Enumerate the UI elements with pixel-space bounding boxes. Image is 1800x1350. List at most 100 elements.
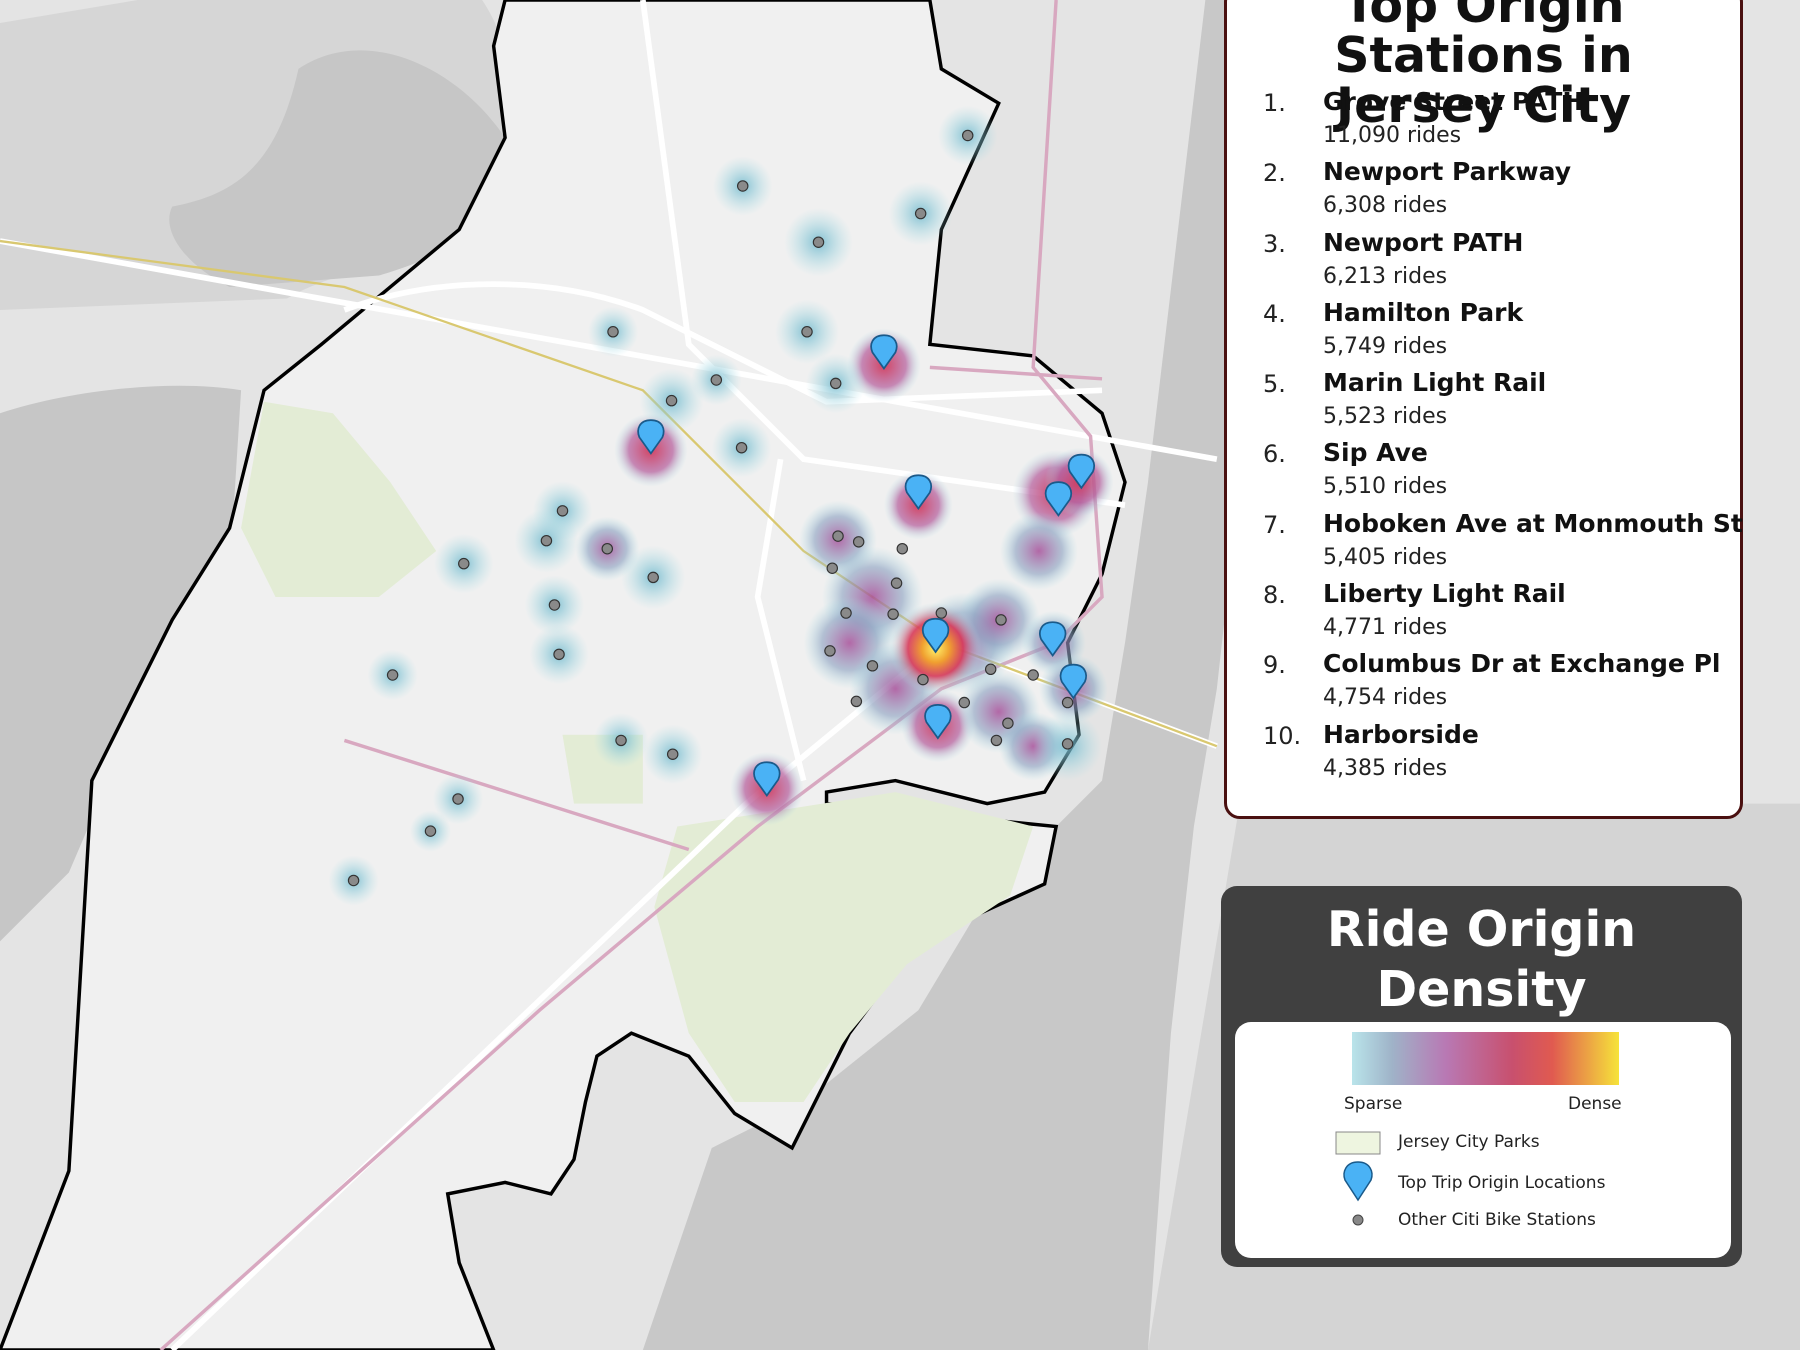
station-dot: [452, 793, 464, 805]
station-dot: [984, 663, 997, 676]
station-rank: 5.: [1263, 370, 1286, 399]
station-dot: [852, 536, 865, 548]
station-dot: [824, 645, 836, 657]
station-rank: 2.: [1263, 159, 1286, 188]
station-rides: 5,405 rides: [1323, 544, 1448, 570]
station-dot: [812, 236, 825, 248]
station-dot: [887, 608, 899, 620]
station-dot: [607, 326, 619, 338]
pin-swatch: [1343, 1161, 1373, 1202]
station-rank: 6.: [1263, 440, 1286, 469]
station-dot: [548, 599, 561, 611]
legend-item: Top Trip Origin Locations: [1398, 1173, 1606, 1193]
station-dot: [890, 577, 903, 589]
dot-swatch: [1352, 1214, 1364, 1226]
station-pin: [753, 761, 781, 798]
station-list: 1. Grove Street PATH 11,090 rides 2. Newport…: [1263, 87, 1743, 792]
station-rides: 6,213 rides: [1323, 263, 1448, 289]
station-dot: [896, 542, 909, 555]
station-rank: 1.: [1263, 89, 1286, 117]
stations: [347, 129, 1074, 887]
station-rank: 10.: [1263, 721, 1302, 750]
station-row: 2. Newport Parkway 6,308 rides: [1263, 157, 1730, 229]
station-dot: [917, 673, 929, 686]
station-dot: [601, 542, 614, 555]
station-rides: 4,754 rides: [1323, 685, 1448, 711]
station-dot: [935, 607, 948, 619]
legend-panel: Ride Origin Density Sparse Dense Jersey …: [1221, 886, 1742, 1267]
station-pin: [1059, 663, 1087, 700]
station-dot: [647, 571, 659, 584]
station-rank: 8.: [1263, 581, 1286, 610]
station-rank: 9.: [1263, 651, 1286, 680]
station-name: Sip Ave: [1323, 438, 1428, 468]
station-row: 4. Hamilton Park 5,749 rides: [1263, 297, 1730, 370]
hudson-river: [642, 0, 1275, 1350]
station-name: Grove Street PATH: [1323, 87, 1584, 116]
station-pin: [904, 474, 932, 511]
station-dot: [665, 394, 678, 407]
legend-item: Jersey City Parks: [1398, 1132, 1540, 1152]
station-dot: [990, 734, 1003, 747]
station-rides: 5,510 rides: [1323, 474, 1448, 500]
park: [654, 792, 1034, 1103]
station-row: 3. Newport PATH 6,213 rides: [1263, 227, 1730, 300]
station-dot: [666, 748, 679, 760]
park-swatch: [1335, 1131, 1381, 1155]
station-pin: [921, 617, 950, 654]
gradient-high-label: Dense: [1568, 1094, 1622, 1114]
station-name: Columbus Dr at Exchange Pl: [1323, 649, 1721, 679]
station-rides: 6,308 rides: [1323, 193, 1448, 219]
river: [169, 50, 510, 287]
station-dot: [1061, 738, 1074, 750]
station-name: Newport Parkway: [1323, 157, 1571, 187]
station-pin: [1067, 453, 1095, 490]
station-pin: [924, 703, 952, 740]
station-dot: [458, 557, 470, 570]
density-blob: [999, 511, 1078, 591]
legend-body: Sparse Dense Jersey City Parks Top Trip …: [1235, 1022, 1731, 1258]
park: [241, 401, 437, 597]
station-rides: 11,090 rides: [1323, 123, 1462, 148]
station-rank: 3.: [1263, 229, 1286, 258]
gradient-low-label: Sparse: [1344, 1094, 1403, 1114]
station-dot: [1061, 696, 1074, 709]
station-pin: [870, 334, 898, 370]
station-dot: [866, 660, 879, 672]
station-dot: [914, 207, 927, 220]
station-row: 5. Marin Light Rail 5,523 rides: [1263, 368, 1730, 440]
top-stations-panel: Top Origin Stations in Jersey City 1. Gro…: [1224, 0, 1743, 819]
station-rides: 4,385 rides: [1323, 755, 1448, 781]
station-row: 9. Columbus Dr at Exchange Pl 4,754 rides: [1263, 649, 1730, 721]
station-dot: [1027, 669, 1039, 681]
station-dot: [710, 374, 723, 386]
top-stations: [637, 334, 1095, 798]
station-dot: [540, 534, 553, 547]
station-dot: [829, 377, 842, 390]
station-row: 8. Liberty Light Rail 4,771 rides: [1263, 579, 1730, 651]
station-name: Harborside: [1323, 719, 1479, 749]
station-name: Marin Light Rail: [1323, 368, 1547, 398]
station-dot: [850, 695, 863, 708]
station-dot: [735, 441, 748, 454]
station-row: 1. Grove Street PATH 11,090 rides: [1263, 87, 1730, 159]
station-dot: [347, 874, 360, 887]
station-dot: [826, 562, 839, 574]
station-dot: [386, 669, 399, 681]
legend-title: Ride Origin Density: [1326, 901, 1637, 1018]
station-pin: [637, 419, 665, 455]
station-name: Hamilton Park: [1323, 297, 1524, 327]
station-dot: [1002, 717, 1014, 729]
station-rank: 7.: [1263, 510, 1286, 539]
station-rank: 4.: [1263, 299, 1286, 328]
station-row: 10. Harborside 4,385 rides: [1263, 719, 1730, 792]
hackensack-river: [0, 385, 242, 942]
station-dot: [556, 505, 569, 517]
station-dot: [736, 180, 749, 192]
station-dot: [832, 530, 844, 542]
legend-item: Other Citi Bike Stations: [1398, 1210, 1596, 1230]
station-dot: [995, 614, 1007, 626]
station-name: Newport PATH: [1323, 227, 1524, 257]
station-dot: [840, 607, 852, 619]
